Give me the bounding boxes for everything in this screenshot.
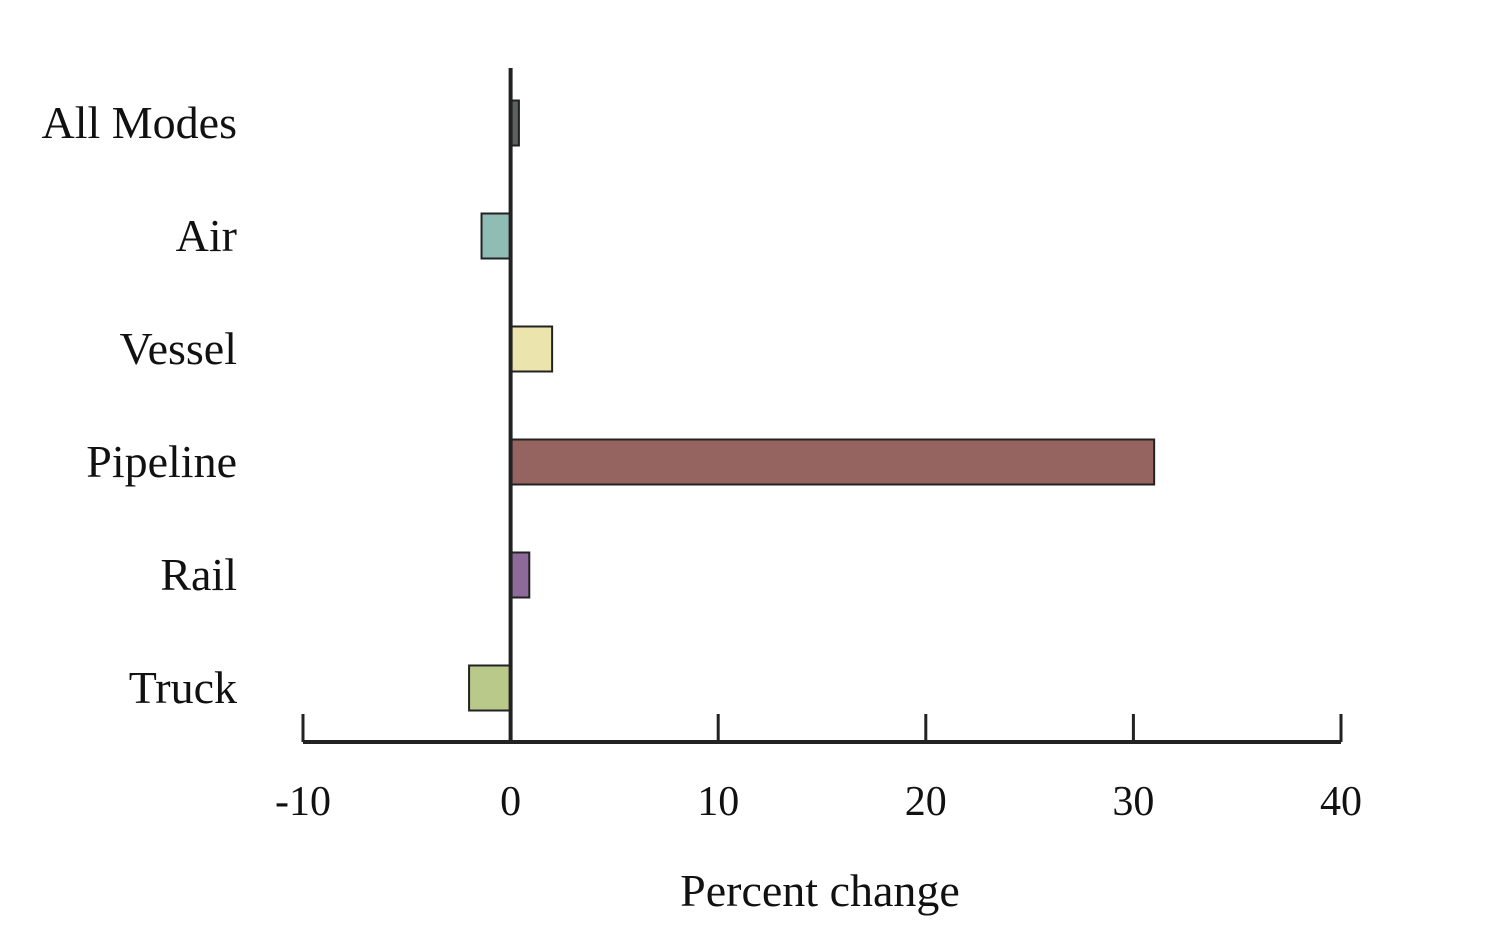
x-ticks: -10 0 10 20 30 40: [275, 714, 1362, 825]
category-label-air: Air: [176, 210, 237, 261]
x-tick-label: -10: [275, 779, 331, 825]
x-tick-label: 0: [500, 779, 521, 825]
x-tick-label: 10: [697, 779, 739, 825]
category-label-truck: Truck: [129, 662, 237, 713]
bar-vessel: [509, 325, 554, 373]
bar-truck: [468, 664, 512, 712]
bar-air: [480, 212, 512, 260]
x-axis-title: Percent change: [680, 865, 960, 916]
x-tick-label: 30: [1112, 779, 1154, 825]
bar-pipeline: [509, 438, 1156, 486]
category-label-pipeline: Pipeline: [86, 436, 237, 487]
category-labels: All Modes Air Vessel Pipeline Rail Truck: [42, 97, 238, 713]
x-tick-label: 20: [905, 779, 947, 825]
category-label-vessel: Vessel: [119, 323, 237, 374]
bar-rail: [509, 551, 531, 599]
category-label-rail: Rail: [160, 549, 237, 600]
category-label-all-modes: All Modes: [42, 97, 238, 148]
bars-layer: [468, 99, 1156, 712]
x-tick-label: 40: [1320, 779, 1362, 825]
